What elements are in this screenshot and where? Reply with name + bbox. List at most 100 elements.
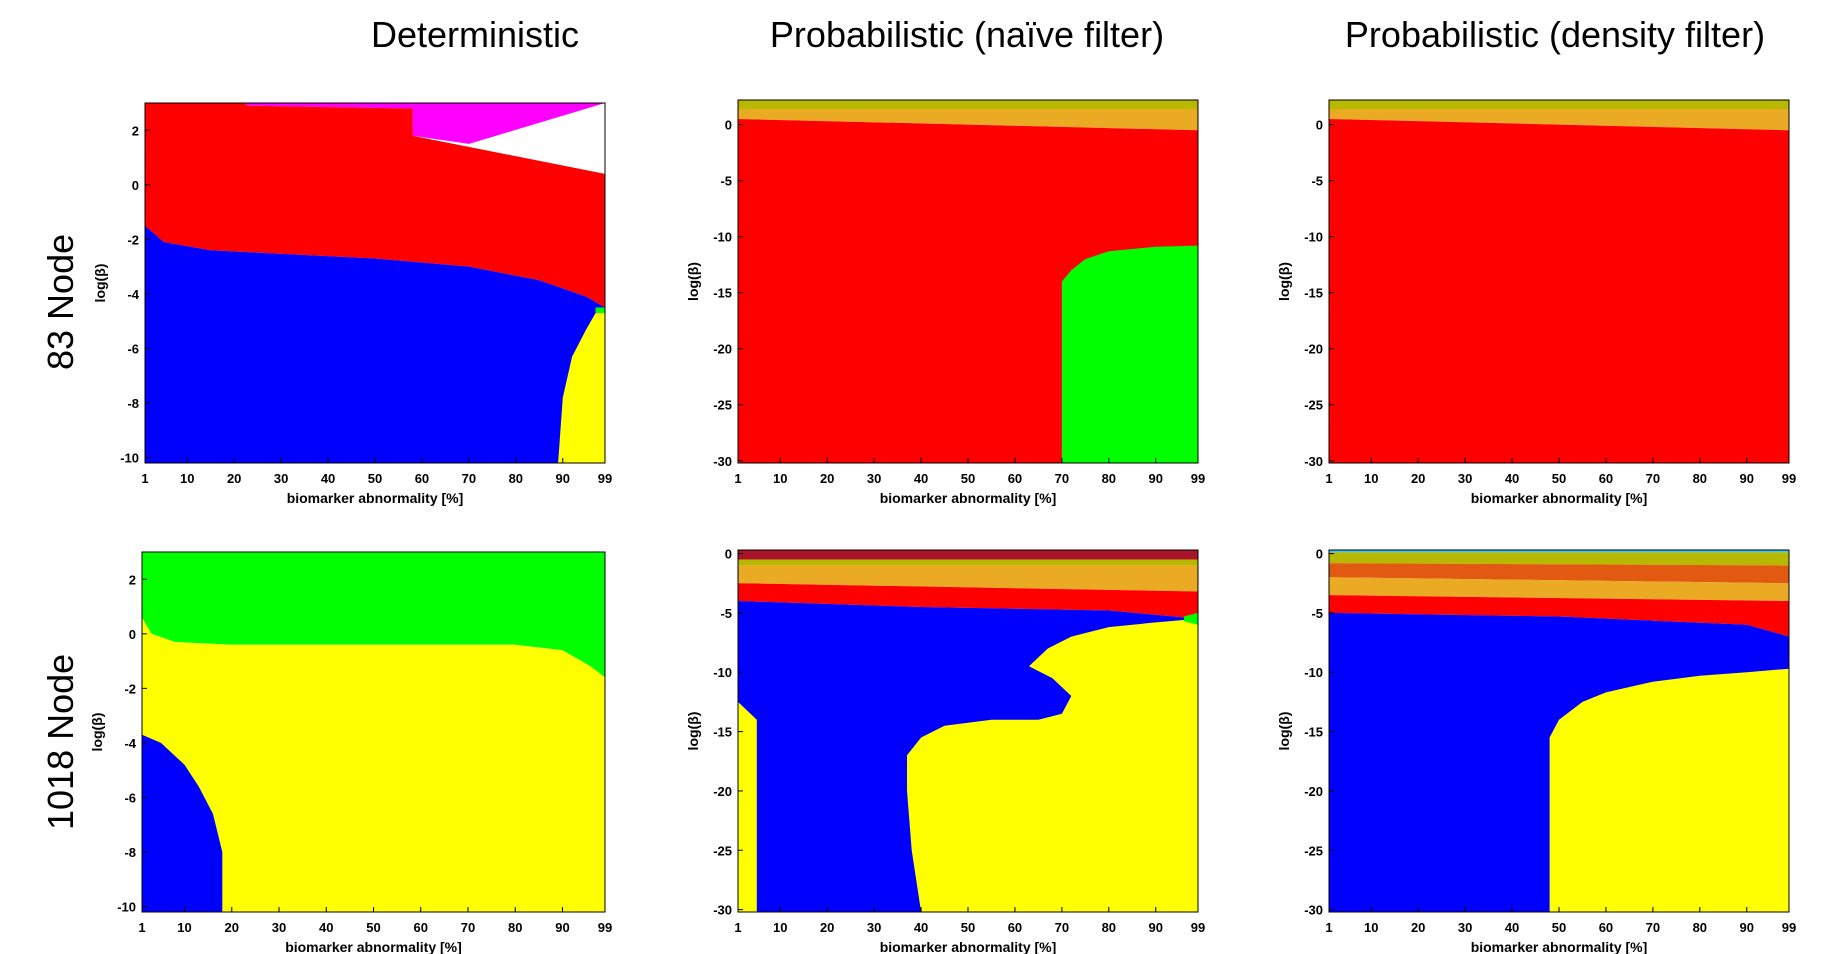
x-tick-label: 70 [1055,920,1069,935]
x-tick-label: 70 [1055,471,1069,486]
region-orange [738,565,1198,592]
x-tick-label: 30 [1458,471,1472,486]
y-axis-label: log(β) [685,712,701,751]
region-blue [142,734,223,912]
x-tick-label: 30 [1458,920,1472,935]
x-tick-label: 20 [1411,471,1425,486]
x-tick-label: 40 [319,920,333,935]
x-tick-label: 99 [598,471,612,486]
y-tick-label: 2 [132,123,139,138]
x-tick-label: 60 [1008,471,1022,486]
y-tick-label: -20 [1304,342,1323,357]
y-tick-label: -30 [713,454,732,469]
region-orange [738,109,1198,131]
region-yellow [558,313,605,463]
x-tick-label: 99 [1782,471,1796,486]
y-axis-label: log(β) [89,713,105,752]
region-red [1329,595,1789,637]
x-tick-label: 30 [867,471,881,486]
x-tick-label: 40 [914,471,928,486]
x-tick-label: 1 [141,471,148,486]
y-tick-label: -15 [713,725,732,740]
y-tick-label: -10 [1304,230,1323,245]
y-tick-label: -25 [1304,843,1323,858]
y-tick-label: -6 [124,790,136,805]
region-cyan [1329,550,1789,553]
x-tick-label: 80 [1102,471,1116,486]
x-axis-label: biomarker abnormality [%] [1471,490,1648,506]
x-tick-label: 20 [227,471,241,486]
x-tick-label: 99 [1782,920,1796,935]
y-tick-label: -25 [713,843,732,858]
region-red [145,103,605,308]
y-tick-label: 0 [1316,118,1323,133]
x-tick-label: 90 [555,920,569,935]
x-tick-label: 50 [961,920,975,935]
region-olive [1329,552,1789,566]
y-axis-label: log(β) [685,262,701,301]
y-tick-label: -5 [1311,174,1323,189]
y-tick-label: -5 [720,174,732,189]
y-tick-label: -2 [127,232,139,247]
y-axis-label: log(β) [1276,712,1292,751]
y-axis-label: log(β) [1276,262,1292,301]
x-tick-label: 60 [1008,920,1022,935]
y-tick-label: -20 [713,784,732,799]
y-tick-label: -8 [124,845,136,860]
column-title-density-filter: Probabilistic (density filter) [1344,14,1766,55]
x-tick-label: 30 [274,471,288,486]
y-tick-label: -15 [1304,725,1323,740]
panel-det-1018: 1 10 20 30 40 50 60 70 80 90 9920-2-4-6-8-10biomar… [89,551,612,954]
x-tick-label: 50 [961,471,975,486]
y-tick-label: 0 [725,118,732,133]
region-magenta [145,103,605,144]
x-tick-label: 50 [366,920,380,935]
y-tick-label: -20 [1304,784,1323,799]
y-tick-label: -8 [127,396,139,411]
x-tick-label: 70 [1646,920,1660,935]
region-yellow [1549,668,1789,912]
x-tick-label: 40 [1505,920,1519,935]
region-yellow [738,701,757,912]
column-title-naive-filter: Probabilistic (naïve filter) [769,14,1165,55]
x-tick-label: 20 [1411,920,1425,935]
region-dark_red [738,550,1198,560]
x-axis-label: biomarker abnormality [%] [1471,939,1648,954]
x-tick-label: 40 [321,471,335,486]
region-green [142,552,605,678]
x-tick-label: 40 [1505,471,1519,486]
y-tick-label: -10 [117,900,136,915]
x-tick-label: 50 [1552,920,1566,935]
x-tick-label: 20 [225,920,239,935]
region-olive [738,100,1198,109]
y-tick-label: 0 [129,627,136,642]
y-tick-label: -10 [713,665,732,680]
y-tick-label: -5 [1311,606,1323,621]
x-tick-label: 1 [734,471,741,486]
x-tick-label: 90 [1149,471,1163,486]
x-tick-label: 60 [1599,471,1613,486]
x-tick-label: 20 [820,471,834,486]
region-yellow [907,618,1198,912]
region-green [595,307,605,313]
panel-density-83: 1 10 20 30 40 50 60 70 80 90 99 0 -5 -10 -15 -20 -25 -30 b… [1276,99,1796,506]
y-tick-label: 2 [129,572,136,587]
x-axis-label: biomarker abnormality [%] [880,939,1057,954]
region-green [1183,612,1198,625]
x-tick-label: 30 [272,920,286,935]
y-tick-label: -2 [124,681,136,696]
x-tick-label: 1 [1325,471,1332,486]
x-axis-label: biomarker abnormality [%] [285,939,462,954]
x-tick-label: 10 [1364,920,1378,935]
x-tick-label: 50 [1552,471,1566,486]
x-axis-label: biomarker abnormality [%] [287,490,464,506]
panel-naive-1018: 1 10 20 30 40 50 60 70 80 90 99 0 -5 -10 -15 -20 -25 -30 b… [685,547,1205,954]
x-tick-label: 60 [414,920,428,935]
x-tick-label: 10 [177,920,191,935]
y-tick-label: -30 [1304,454,1323,469]
x-tick-label: 10 [773,471,787,486]
column-title-deterministic: Deterministic [370,14,580,55]
y-tick-label: 0 [132,178,139,193]
y-tick-label: -10 [1304,665,1323,680]
